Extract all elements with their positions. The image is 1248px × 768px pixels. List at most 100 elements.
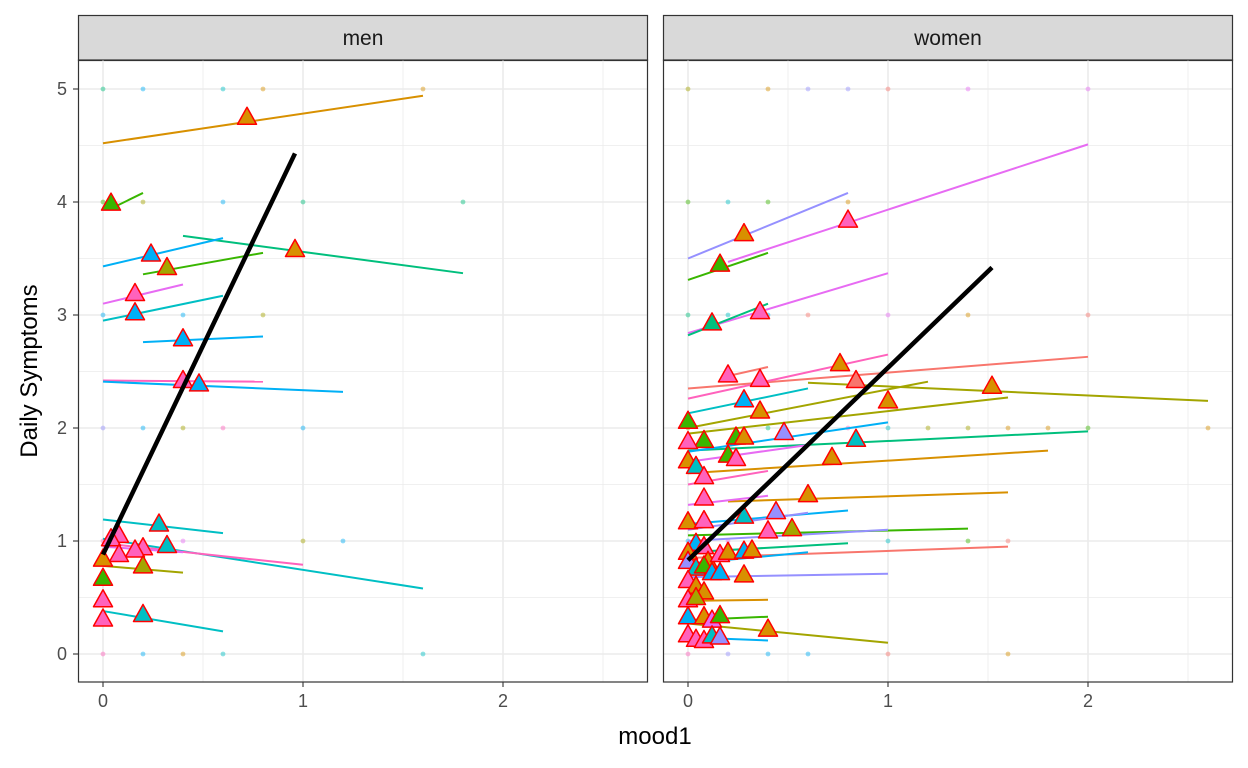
data-point: [100, 86, 106, 92]
subject-mean-marker: [981, 375, 1003, 394]
data-point: [765, 651, 771, 657]
subject-mean-marker: [837, 209, 859, 228]
subject-mean-marker: [757, 520, 779, 539]
x-axis-title: mood1: [618, 723, 691, 750]
data-point: [925, 425, 931, 431]
subject-mean-marker: [92, 589, 114, 608]
subject-mean-marker: [677, 605, 699, 625]
panels-layer: men 0 1 2 0 1 2 3 4 5 women 0 1 2: [57, 14, 1234, 711]
subject-mean-marker: [693, 429, 715, 449]
data-point: [685, 86, 691, 92]
data-point: [685, 312, 691, 318]
data-point: [765, 425, 771, 431]
x-tick-label: 0: [98, 691, 108, 711]
data-point: [180, 538, 186, 544]
subject-mean-marker: [733, 389, 755, 408]
data-point: [965, 86, 971, 92]
subject-mean-marker: [124, 301, 146, 321]
subject-mean-marker: [717, 364, 739, 383]
data-point: [300, 538, 306, 544]
subject-mean-marker: [92, 608, 114, 627]
data-point: [885, 425, 891, 431]
data-point: [965, 425, 971, 431]
subject-mean-marker: [92, 548, 114, 567]
subject-mean-marker: [733, 222, 755, 242]
subject-regression-line: [102, 283, 184, 305]
subject-regression-line: [102, 294, 224, 322]
x-tick-label: 1: [883, 691, 893, 711]
subject-mean-marker: [765, 500, 787, 520]
subject-mean-marker: [236, 106, 258, 125]
subject-mean-marker: [829, 352, 851, 372]
subject-regression-line: [687, 430, 1089, 452]
data-point: [845, 199, 851, 205]
x-tick-label: 2: [1083, 691, 1093, 711]
subject-mean-marker: [709, 253, 731, 272]
subject-mean-marker: [749, 368, 771, 388]
subject-regression-line: [102, 537, 424, 590]
subject-mean-marker: [124, 539, 146, 558]
subject-regression-line: [727, 366, 769, 377]
data-point: [180, 651, 186, 657]
data-point: [100, 312, 106, 318]
subject-regression-line: [687, 542, 849, 554]
data-point: [100, 425, 106, 431]
data-point: [805, 651, 811, 657]
subject-mean-marker: [845, 428, 867, 448]
x-tick-label: 1: [298, 691, 308, 711]
plot-area: [92, 86, 466, 657]
subject-mean-marker: [733, 505, 755, 524]
data-point: [1005, 651, 1011, 657]
x-tick-label: 2: [498, 691, 508, 711]
subject-mean-marker: [100, 192, 122, 211]
data-point: [1085, 86, 1091, 92]
subject-mean-marker: [124, 282, 146, 302]
data-point: [965, 538, 971, 544]
data-point: [180, 312, 186, 318]
data-point: [140, 425, 146, 431]
subject-mean-marker: [156, 256, 178, 276]
x-tick-label: 0: [683, 691, 693, 711]
subject-mean-marker: [693, 465, 715, 485]
data-point: [1205, 425, 1211, 431]
data-point: [805, 86, 811, 92]
subject-mean-marker: [717, 541, 739, 561]
y-axis-title: Daily Symptoms: [16, 284, 43, 457]
subject-regression-line: [687, 192, 849, 260]
overall-regression-line: [100, 152, 298, 556]
plot-area: [677, 86, 1211, 657]
data-point: [685, 199, 691, 205]
data-point: [420, 651, 426, 657]
subject-regression-line: [727, 143, 1089, 263]
subject-mean-marker: [757, 618, 779, 637]
subject-mean-marker: [132, 603, 154, 623]
subject-regression-line: [727, 491, 1009, 503]
data-point: [220, 425, 226, 431]
subject-mean-marker: [108, 543, 130, 563]
subject-mean-marker: [172, 327, 194, 347]
data-point: [685, 651, 691, 657]
data-point: [1005, 538, 1011, 544]
data-point: [300, 199, 306, 205]
y-tick-label: 0: [57, 644, 67, 664]
subject-mean-marker: [821, 446, 843, 466]
subject-mean-marker: [188, 373, 210, 392]
subject-mean-marker: [693, 509, 715, 529]
data-point: [885, 651, 891, 657]
data-point: [1005, 425, 1011, 431]
y-tick-label: 1: [57, 531, 67, 551]
subject-mean-marker: [132, 555, 154, 574]
subject-mean-marker: [749, 400, 771, 419]
data-point: [100, 199, 106, 205]
subject-regression-line: [687, 449, 1049, 475]
subject-regression-line: [687, 353, 889, 400]
subject-mean-marker: [709, 604, 731, 624]
data-point: [725, 651, 731, 657]
subject-mean-marker: [156, 534, 178, 554]
subject-mean-marker: [685, 455, 707, 475]
y-tick-label: 4: [57, 192, 67, 212]
data-point: [725, 199, 731, 205]
subject-regression-line: [182, 234, 464, 275]
subject-regression-line: [687, 527, 969, 537]
